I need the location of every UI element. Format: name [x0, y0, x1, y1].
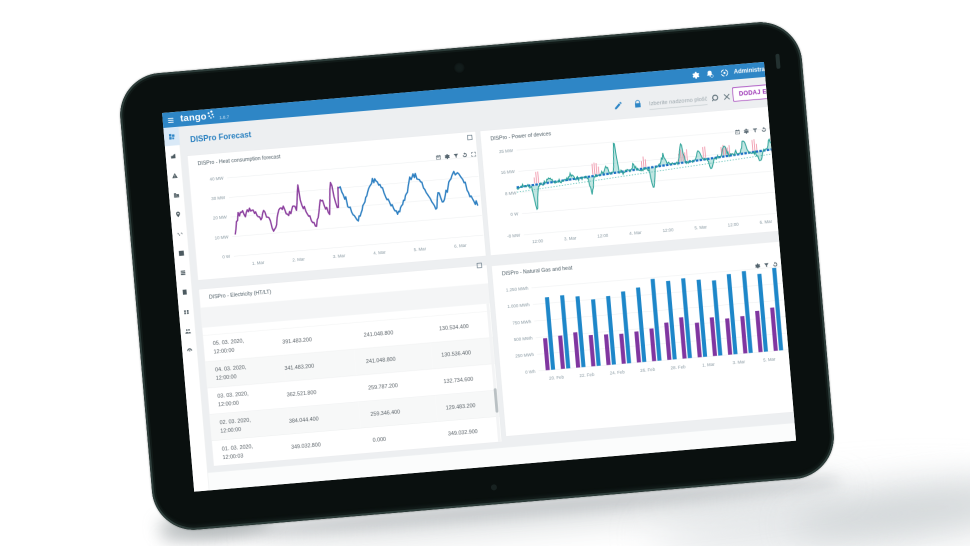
svg-text:5. Mar: 5. Mar — [413, 246, 426, 252]
svg-text:4. Mar: 4. Mar — [373, 250, 386, 256]
svg-text:0 W: 0 W — [222, 254, 231, 260]
svg-text:12:00: 12:00 — [597, 233, 609, 239]
svg-text:40 MW: 40 MW — [209, 176, 224, 182]
svg-text:6. Mar: 6. Mar — [454, 243, 467, 249]
svg-text:20. Feb: 20. Feb — [549, 375, 565, 381]
svg-text:1. Mar: 1. Mar — [252, 260, 265, 266]
svg-text:-8 MW: -8 MW — [507, 233, 521, 239]
svg-text:6. Mar: 6. Mar — [759, 219, 772, 225]
svg-text:3. Mar: 3. Mar — [564, 235, 577, 241]
svg-text:22. Feb: 22. Feb — [579, 372, 595, 378]
svg-text:0 W: 0 W — [510, 211, 519, 217]
svg-text:16 MW: 16 MW — [500, 169, 515, 175]
svg-text:5. Mar: 5. Mar — [763, 357, 776, 363]
svg-text:28. Feb: 28. Feb — [670, 364, 686, 370]
svg-text:1.000 MWh: 1.000 MWh — [507, 302, 530, 309]
svg-text:3. Mar: 3. Mar — [732, 359, 745, 365]
svg-text:1.250 MWh: 1.250 MWh — [506, 286, 529, 293]
svg-text:3. Mar: 3. Mar — [333, 253, 346, 259]
svg-text:1. Mar: 1. Mar — [702, 362, 715, 368]
svg-text:24. Feb: 24. Feb — [610, 369, 626, 375]
svg-text:12:00: 12:00 — [662, 227, 674, 233]
svg-text:250 MWh: 250 MWh — [515, 352, 535, 359]
svg-text:750 MWh: 750 MWh — [512, 319, 532, 326]
svg-text:2. Mar: 2. Mar — [292, 257, 305, 263]
svg-text:25 MW: 25 MW — [499, 148, 514, 154]
svg-text:500 MWh: 500 MWh — [514, 336, 534, 343]
svg-text:30 MW: 30 MW — [211, 195, 226, 201]
svg-text:12:00: 12:00 — [727, 222, 739, 228]
svg-text:4. Mar: 4. Mar — [629, 230, 642, 236]
svg-text:5. Mar: 5. Mar — [694, 224, 707, 230]
svg-text:20 MW: 20 MW — [213, 215, 228, 221]
svg-text:10 MW: 10 MW — [214, 234, 229, 240]
svg-text:0 Wh: 0 Wh — [525, 369, 536, 375]
svg-text:26. Feb: 26. Feb — [640, 367, 656, 373]
svg-text:8 MW: 8 MW — [505, 190, 518, 196]
svg-text:12:00: 12:00 — [532, 238, 544, 244]
